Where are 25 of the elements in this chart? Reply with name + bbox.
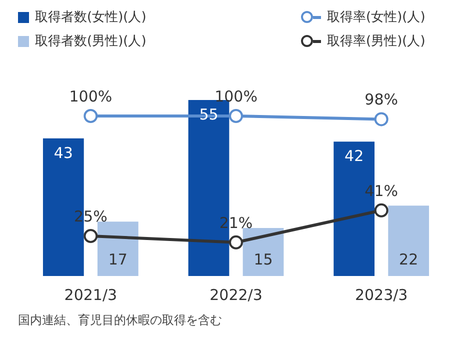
data-label: 15 (254, 250, 273, 268)
data-label: 55 (199, 105, 218, 124)
bar (388, 206, 430, 276)
legend-label: 取得者数(男性)(人) (35, 33, 146, 50)
legend-label: 取得者数(女性)(人) (35, 9, 146, 26)
x-tick-label: 2023/3 (354, 286, 408, 304)
text: 国内連結、育児目的休暇の取得を含む (18, 312, 223, 329)
point (84, 109, 98, 123)
x-tick-label: 2021/3 (64, 286, 118, 304)
data-label: 42 (344, 146, 364, 165)
data-label: 22 (399, 250, 418, 268)
data-label: 100% (214, 87, 258, 106)
point (229, 235, 243, 250)
point (374, 203, 388, 218)
data-label: 100% (69, 87, 112, 106)
x-tick-label: 2022/3 (210, 286, 262, 304)
data-label: 17 (108, 250, 128, 268)
legend-label: 取得率(女性)(人) (327, 9, 426, 26)
data-label: 43 (54, 144, 73, 162)
point (84, 229, 98, 243)
bar (97, 222, 138, 276)
point (229, 109, 243, 123)
data-label: 98% (364, 90, 398, 109)
point (374, 112, 388, 126)
legend-label: 取得率(男性)(人) (327, 33, 426, 50)
